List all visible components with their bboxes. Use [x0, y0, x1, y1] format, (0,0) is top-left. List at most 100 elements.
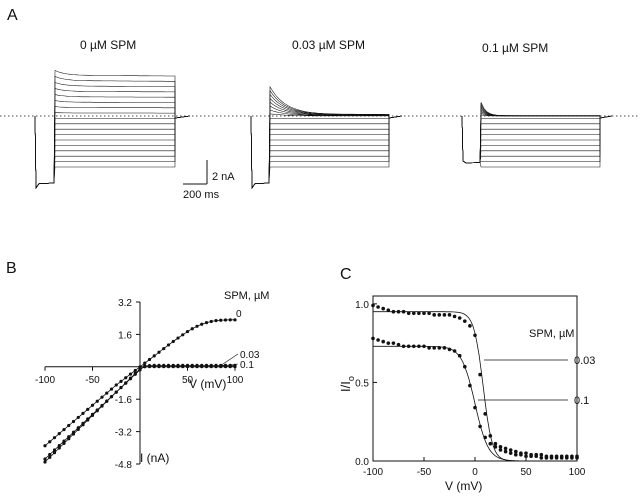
b-point-0.1 [223, 364, 228, 369]
c-point-0.1 [396, 342, 401, 347]
current-trace [250, 115, 403, 189]
b-point-0 [81, 411, 85, 415]
b-point-0.1 [185, 364, 190, 369]
c-point-0.03 [514, 449, 518, 454]
current-trace [250, 105, 403, 189]
current-trace [461, 115, 613, 164]
b-point-0 [71, 419, 76, 424]
current-trace [34, 100, 191, 189]
c-point-0.03 [483, 412, 488, 416]
b-point-0 [114, 383, 118, 387]
c-x-tick-label: 50 [520, 467, 532, 478]
b-point-0 [43, 444, 47, 448]
c-x-tick-label: 0 [472, 467, 478, 478]
b-point-0.1 [162, 364, 166, 369]
b-point-0 [166, 343, 171, 347]
c-point-0.1 [529, 454, 533, 459]
c-point-0.1 [554, 456, 559, 460]
current-trace [461, 112, 613, 164]
trace-label-0.1-spm: 0.1 µM SPM [482, 41, 548, 55]
c-point-0.1 [488, 441, 493, 446]
c-point-0.1 [386, 341, 391, 345]
b-label-0.03: 0.03 [240, 350, 260, 361]
b-point-0.1 [176, 364, 180, 369]
b-series [43, 318, 237, 464]
current-trace [34, 115, 191, 189]
c-point-0.1 [422, 344, 426, 349]
current-trace [34, 69, 191, 189]
c-point-0.03 [508, 448, 513, 452]
b-point-0.1 [228, 364, 232, 369]
current-trace [34, 88, 191, 189]
b-point-0 [124, 376, 128, 380]
trace-family-0-spm [34, 69, 191, 189]
b-point-0.1 [195, 364, 199, 369]
c-point-0.1 [437, 346, 442, 350]
current-trace [34, 106, 191, 189]
c-point-0.03 [447, 313, 452, 317]
c-point-0.03 [524, 451, 528, 455]
b-point-0.1 [128, 376, 133, 380]
c-point-0.03 [412, 311, 416, 316]
c-point-0.03 [442, 313, 447, 317]
b-leader-0.1 [219, 363, 239, 367]
current-trace [250, 115, 403, 189]
c-point-0.03 [473, 333, 477, 338]
current-trace [250, 109, 403, 189]
current-trace [461, 115, 613, 164]
current-trace [250, 115, 403, 189]
b-point-0.1 [86, 418, 90, 422]
c-point-0.03 [468, 324, 472, 328]
b-point-0 [228, 318, 232, 322]
b-point-0 [67, 423, 71, 428]
c-point-0.03 [493, 441, 498, 446]
c-point-0.03 [386, 308, 391, 312]
b-point-0.03 [62, 439, 66, 443]
b-point-0 [152, 354, 156, 358]
c-point-0.1 [381, 339, 386, 344]
current-trace [34, 112, 191, 189]
trace-family-0.03-spm [250, 85, 403, 189]
panel-b-iv-plot: -100 -50 50 100 3.2 1.6 -1.6 -3.2 -4.8 I (nA) V … [35, 290, 269, 471]
b-point-0.1 [57, 446, 61, 450]
b-point-0.1 [147, 364, 152, 369]
b-point-0.1 [209, 364, 213, 369]
c-y-tick-label: 0.0 [355, 457, 369, 468]
b-point-0.1 [119, 385, 123, 390]
b-point-0 [214, 319, 218, 323]
b-point-0.1 [204, 364, 209, 369]
b-point-0.1 [100, 404, 104, 408]
b-point-0.1 [81, 423, 85, 427]
b-point-0 [48, 440, 52, 444]
current-trace [34, 115, 191, 189]
b-point-0 [133, 368, 137, 373]
b-point-0.1 [62, 441, 66, 445]
c-ticks: -100 -50 0 50 100 0.0 0.5 1.0 [355, 300, 586, 478]
current-trace [250, 115, 403, 189]
c-point-0.1 [498, 448, 503, 452]
panel-a-current-traces: 0 µM SPM 0.03 µM SPM 0.1 µM SPM 2 nA 200… [0, 38, 640, 201]
c-plot-frame [372, 295, 578, 462]
c-x-axis-label: V (mV) [445, 479, 482, 493]
b-point-0.1 [152, 364, 156, 369]
b-leader-0.03 [219, 353, 239, 367]
b-point-0 [204, 321, 209, 325]
b-point-0.1 [133, 371, 137, 376]
c-x-tick-label: -50 [417, 467, 432, 478]
b-point-0.1 [233, 364, 237, 369]
c-label-0.03: 0.03 [574, 355, 595, 367]
current-trace [250, 113, 403, 189]
c-point-0.1 [468, 383, 472, 388]
current-trace [461, 115, 613, 164]
c-point-0.1 [371, 336, 375, 341]
panel-a-letter: A [7, 7, 18, 24]
b-point-0 [119, 379, 123, 383]
b-point-0.03 [57, 443, 61, 448]
c-point-0.03 [381, 306, 386, 311]
b-point-0.1 [114, 390, 118, 394]
c-point-0.1 [452, 349, 457, 353]
current-trace [250, 93, 403, 189]
c-point-0.03 [406, 311, 411, 316]
scale-bar: 2 nA 200 ms [183, 160, 235, 201]
b-point-0.03 [43, 457, 47, 461]
